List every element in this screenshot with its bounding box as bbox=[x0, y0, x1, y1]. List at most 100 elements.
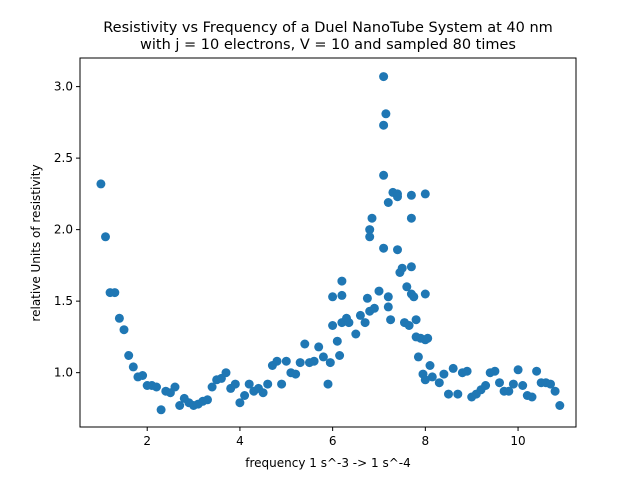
data-point-99 bbox=[420, 289, 430, 299]
data-point-122 bbox=[513, 365, 523, 375]
data-point-75 bbox=[383, 198, 393, 207]
data-point-100 bbox=[420, 189, 430, 199]
data-point-129 bbox=[546, 379, 555, 389]
y-axis-label: relative Units of resistivity bbox=[29, 164, 43, 321]
x-tick-label-3: 8 bbox=[422, 434, 430, 448]
y-tick-label-4: 3.0 bbox=[54, 80, 73, 94]
data-point-29 bbox=[230, 379, 240, 389]
data-point-87 bbox=[404, 321, 414, 330]
chart-title-line-2: with j = 10 electrons, V = 10 and sample… bbox=[140, 37, 516, 53]
data-point-7 bbox=[128, 362, 138, 372]
data-point-106 bbox=[439, 369, 449, 379]
data-point-48 bbox=[318, 352, 328, 362]
data-point-50 bbox=[325, 358, 335, 368]
data-point-93 bbox=[411, 315, 421, 325]
data-point-66 bbox=[365, 232, 375, 242]
data-point-76 bbox=[383, 292, 393, 302]
y-tick-label-0: 1.0 bbox=[54, 366, 73, 380]
x-axis-label: frequency 1 s^-3 -> 1 s^-4 bbox=[245, 456, 410, 470]
plot-area-frame bbox=[79, 57, 577, 428]
data-point-78 bbox=[386, 315, 396, 325]
data-point-77 bbox=[383, 302, 393, 312]
data-point-4 bbox=[114, 313, 124, 323]
data-point-35 bbox=[258, 388, 268, 398]
data-point-65 bbox=[365, 225, 375, 235]
data-point-5 bbox=[119, 325, 129, 335]
x-tick-label-0: 2 bbox=[143, 434, 151, 448]
data-point-59 bbox=[344, 318, 354, 328]
data-point-120 bbox=[504, 386, 514, 396]
data-point-23 bbox=[203, 395, 212, 405]
data-point-88 bbox=[406, 213, 416, 223]
data-point-126 bbox=[532, 366, 542, 376]
data-point-125 bbox=[527, 392, 537, 402]
data-point-111 bbox=[462, 366, 472, 376]
data-point-16 bbox=[170, 382, 180, 392]
data-point-62 bbox=[360, 318, 370, 328]
data-point-104 bbox=[427, 372, 437, 382]
data-point-82 bbox=[393, 245, 402, 255]
data-point-117 bbox=[490, 366, 500, 376]
data-point-107 bbox=[444, 389, 453, 399]
data-point-51 bbox=[328, 321, 338, 330]
data-point-27 bbox=[221, 368, 231, 378]
data-point-12 bbox=[152, 382, 161, 392]
x-axis-ticks: 2 4 6 8 10 bbox=[143, 427, 526, 448]
data-point-30 bbox=[235, 398, 245, 408]
data-point-63 bbox=[362, 293, 372, 303]
data-point-101 bbox=[423, 333, 433, 343]
x-tick-label-1: 4 bbox=[236, 434, 244, 448]
data-point-123 bbox=[518, 381, 528, 390]
data-point-44 bbox=[300, 339, 310, 349]
data-point-1 bbox=[101, 232, 110, 242]
data-point-121 bbox=[508, 379, 518, 389]
data-point-46 bbox=[309, 356, 319, 366]
data-point-49 bbox=[323, 379, 333, 389]
data-point-84 bbox=[397, 263, 407, 273]
data-point-61 bbox=[355, 310, 365, 320]
data-point-103 bbox=[425, 361, 435, 370]
data-point-105 bbox=[434, 378, 444, 388]
data-point-17 bbox=[175, 401, 185, 410]
data-point-115 bbox=[481, 381, 491, 390]
data-point-39 bbox=[277, 379, 287, 389]
data-point-0 bbox=[96, 179, 106, 189]
chart-title-line-1: Resistivity vs Frequency of a Duel NanoT… bbox=[103, 20, 553, 36]
data-point-42 bbox=[291, 369, 301, 379]
data-point-43 bbox=[295, 358, 305, 368]
data-point-13 bbox=[156, 405, 166, 415]
data-point-95 bbox=[413, 352, 423, 362]
data-point-54 bbox=[335, 351, 345, 360]
x-tick-label-2: 6 bbox=[329, 434, 337, 448]
data-point-9 bbox=[138, 371, 148, 380]
x-tick-label-4: 10 bbox=[510, 434, 525, 448]
data-point-53 bbox=[332, 336, 342, 346]
data-point-60 bbox=[351, 329, 361, 339]
data-point-32 bbox=[244, 379, 254, 389]
data-point-130 bbox=[550, 386, 560, 396]
data-point-118 bbox=[495, 378, 504, 388]
y-tick-label-1: 1.5 bbox=[54, 294, 73, 308]
data-point-31 bbox=[240, 391, 250, 400]
data-point-52 bbox=[328, 292, 338, 302]
data-point-24 bbox=[207, 382, 217, 392]
data-point-109 bbox=[453, 389, 463, 399]
data-point-73 bbox=[379, 72, 389, 82]
data-point-67 bbox=[367, 213, 377, 223]
data-point-131 bbox=[555, 401, 565, 410]
y-axis-ticks: 1.0 1.5 2.0 2.5 3.0 bbox=[54, 80, 80, 380]
y-tick-label-3: 2.5 bbox=[54, 151, 73, 165]
data-point-56 bbox=[337, 290, 347, 300]
data-points bbox=[96, 72, 565, 415]
data-point-68 bbox=[369, 303, 379, 313]
y-tick-label-2: 2.0 bbox=[54, 223, 73, 237]
data-point-108 bbox=[448, 363, 458, 373]
data-point-81 bbox=[393, 192, 402, 202]
data-point-72 bbox=[379, 120, 389, 130]
data-point-74 bbox=[381, 109, 391, 119]
data-point-36 bbox=[263, 379, 273, 389]
data-point-40 bbox=[281, 356, 291, 366]
data-point-86 bbox=[402, 282, 412, 292]
data-point-57 bbox=[337, 276, 347, 286]
